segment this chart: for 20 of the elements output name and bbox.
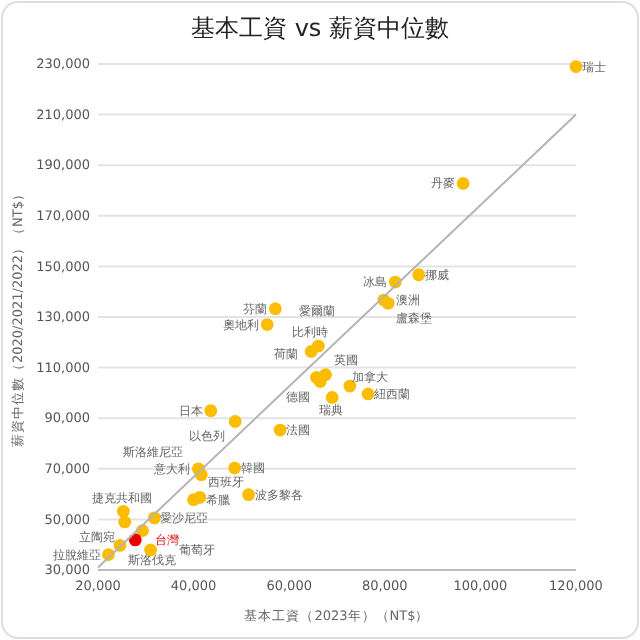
point (128, 533, 142, 547)
point (260, 318, 274, 331)
chart-title: 基本工資 vs 薪資中位數 (191, 14, 449, 42)
point (193, 490, 207, 504)
point (118, 515, 132, 529)
point (228, 415, 242, 428)
point (311, 339, 325, 353)
point (319, 368, 332, 382)
point (242, 488, 255, 502)
point (569, 60, 583, 73)
point (228, 461, 242, 475)
point (273, 423, 287, 437)
point (325, 391, 339, 404)
point (456, 177, 470, 190)
point (343, 379, 357, 393)
point (361, 387, 375, 401)
point (268, 302, 282, 316)
point (204, 404, 218, 418)
point (116, 504, 130, 518)
point (412, 268, 426, 282)
